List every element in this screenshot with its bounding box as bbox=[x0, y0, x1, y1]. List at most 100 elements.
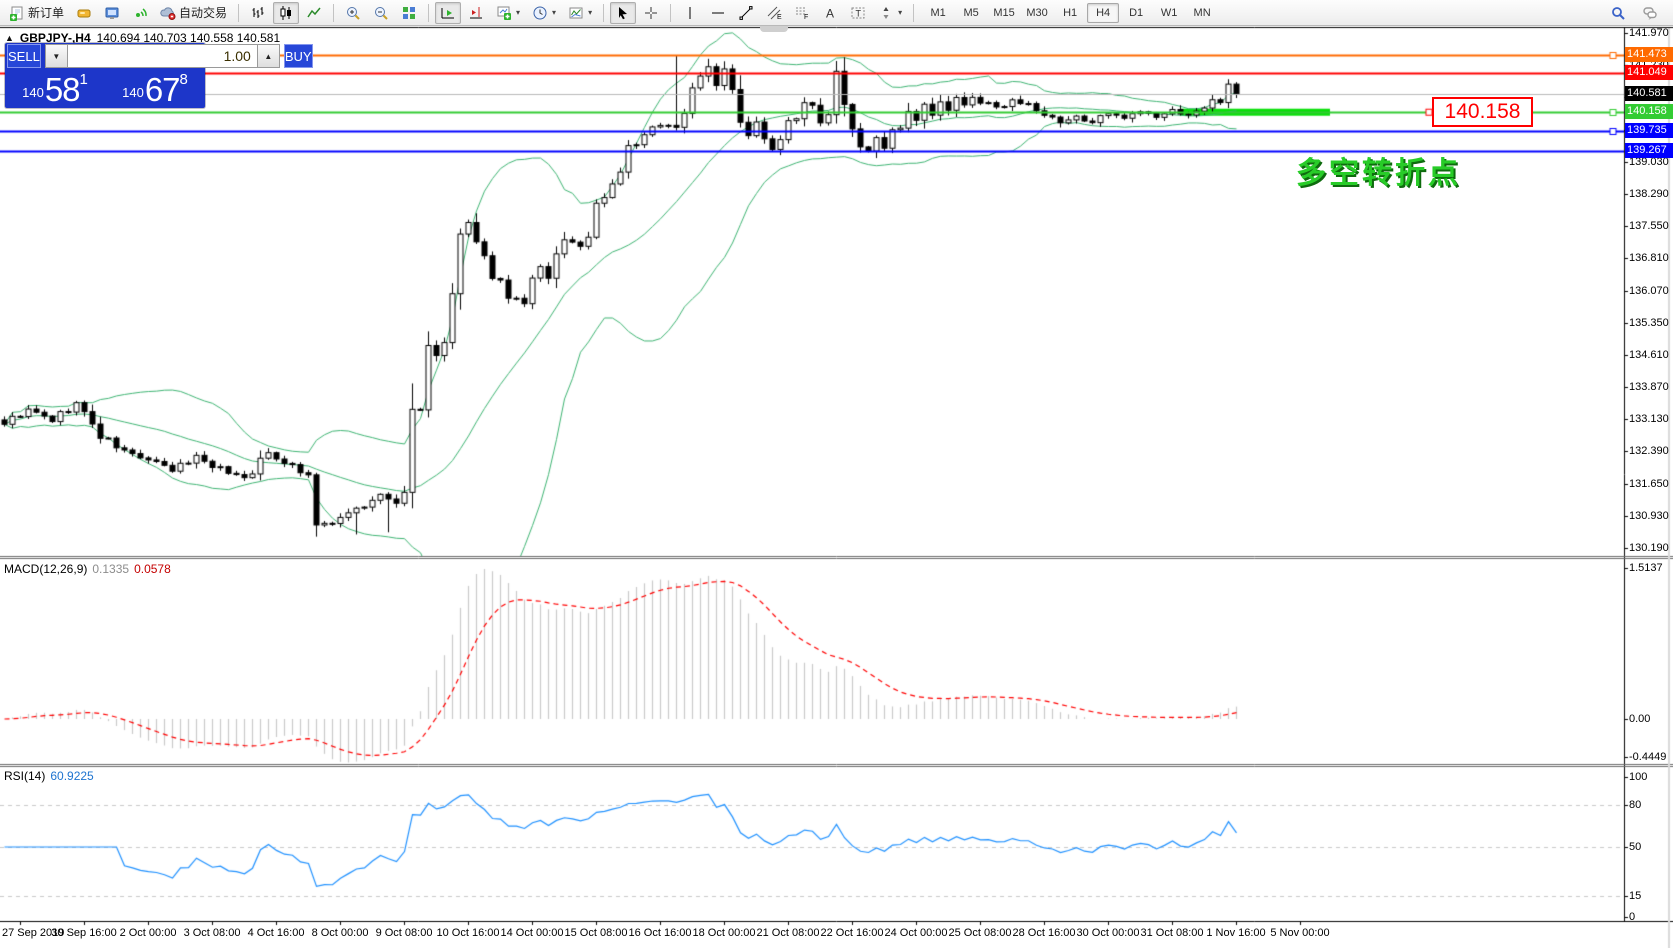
macd-name: MACD(12,26,9) bbox=[4, 562, 88, 576]
chart-window: ▲ GBPJPY-,H4 140.694 140.703 140.558 140… bbox=[0, 26, 1673, 948]
vertical-line-button[interactable] bbox=[677, 2, 703, 24]
timeframe-m15[interactable]: M15 bbox=[993, 6, 1015, 19]
toolbar-separator bbox=[238, 3, 240, 22]
trendline-button[interactable] bbox=[733, 2, 759, 24]
rsi-axis-label: 50 bbox=[1629, 841, 1642, 853]
buy-button[interactable]: BUY bbox=[283, 44, 313, 68]
signals-button[interactable] bbox=[127, 2, 153, 24]
zoom-in-button[interactable] bbox=[340, 2, 366, 24]
rsi-label: RSI(14) 60.9225 bbox=[4, 769, 94, 783]
fibonacci-button[interactable]: F bbox=[789, 2, 815, 24]
text-button[interactable]: A bbox=[817, 2, 843, 24]
tile-windows-icon bbox=[401, 5, 417, 21]
time-axis-label: 3 Oct 08:00 bbox=[183, 927, 241, 939]
periods-button[interactable]: ▾ bbox=[527, 2, 561, 24]
chart-shift-button[interactable] bbox=[463, 2, 489, 24]
text-label-button[interactable]: T bbox=[845, 2, 871, 24]
volume-input[interactable] bbox=[67, 44, 257, 68]
volume-decrease-button[interactable]: ▼ bbox=[44, 44, 68, 68]
dropdown-caret-icon: ▾ bbox=[588, 8, 593, 17]
market-button[interactable] bbox=[71, 2, 97, 24]
zoom-out-button[interactable] bbox=[368, 2, 394, 24]
price-flag: 140.158 bbox=[1625, 104, 1673, 120]
auto-scroll-icon bbox=[440, 5, 456, 21]
timeframe-m1[interactable]: M1 bbox=[930, 6, 946, 19]
crosshair-icon bbox=[643, 5, 659, 21]
toolbar-separator bbox=[333, 3, 335, 22]
time-axis-label: 14 Oct 00:00 bbox=[500, 927, 564, 939]
templates-icon bbox=[568, 5, 584, 21]
chart-plot-area[interactable] bbox=[0, 26, 1673, 948]
annotation-text[interactable]: 多空转折点 bbox=[1296, 157, 1461, 190]
timeframe-m30[interactable]: M30 bbox=[1026, 6, 1048, 19]
text-label-icon: T bbox=[850, 5, 866, 21]
price-tick-label: 130.930 bbox=[1629, 509, 1669, 522]
timeframe-m5[interactable]: M5 bbox=[963, 6, 979, 19]
one-click-top-row: SELL ▼ ▲ BUY bbox=[5, 43, 313, 68]
candlestick-chart-button[interactable] bbox=[273, 1, 300, 24]
sell-price[interactable]: 140 58 1 bbox=[7, 70, 103, 106]
macd-axis-label: 1.5137 bbox=[1629, 562, 1663, 574]
cursor-button[interactable] bbox=[610, 1, 637, 24]
time-axis-label: 10 Oct 16:00 bbox=[436, 927, 500, 939]
timeframe-h1[interactable]: H1 bbox=[1063, 6, 1078, 19]
collapse-arrow-icon[interactable]: ▲ bbox=[5, 33, 14, 43]
timeframe-mn[interactable]: MN bbox=[1193, 6, 1211, 19]
rsi-value: 60.9225 bbox=[50, 769, 94, 783]
templates-button[interactable]: ▾ bbox=[563, 2, 597, 24]
arrows-button[interactable]: ▾ bbox=[873, 2, 907, 24]
search-button[interactable] bbox=[1605, 2, 1631, 24]
buy-price-prefix: 140 bbox=[122, 85, 144, 100]
chart-title: ▲ GBPJPY-,H4 140.694 140.703 140.558 140… bbox=[5, 31, 280, 45]
price-tick-label: 131.650 bbox=[1629, 477, 1669, 490]
sell-price-sup: 1 bbox=[79, 71, 88, 88]
dropdown-caret-icon: ▾ bbox=[516, 8, 521, 17]
toolbar-right-group bbox=[1605, 2, 1663, 24]
timeframe-d1[interactable]: D1 bbox=[1129, 6, 1144, 19]
line-chart-icon bbox=[306, 5, 322, 21]
tile-windows-button[interactable] bbox=[396, 2, 422, 24]
chat-icon bbox=[1642, 5, 1658, 21]
candlestick-chart-icon bbox=[278, 5, 294, 21]
chat-button[interactable] bbox=[1637, 2, 1663, 24]
window-splitter-handle[interactable] bbox=[760, 26, 788, 32]
price-flag: 141.473 bbox=[1625, 46, 1673, 62]
time-axis-label: 2 Oct 00:00 bbox=[119, 927, 177, 939]
price-tick-label: 136.070 bbox=[1629, 284, 1669, 297]
crosshair-button[interactable] bbox=[638, 2, 664, 24]
one-click-panel: SELL ▼ ▲ BUY 140 58 1 140 67 8 bbox=[5, 43, 313, 108]
price-tick-label: 132.390 bbox=[1629, 445, 1669, 458]
time-axis-label: 1 Nov 16:00 bbox=[1206, 927, 1266, 939]
time-axis-label: 5 Nov 00:00 bbox=[1270, 927, 1330, 939]
timeframe-w1[interactable]: W1 bbox=[1160, 6, 1178, 19]
timeframe-h4[interactable]: H4 bbox=[1087, 2, 1120, 23]
price-tick-label: 134.610 bbox=[1629, 348, 1669, 361]
community-button[interactable] bbox=[99, 2, 125, 24]
auto-trading-button[interactable]: 自动交易 bbox=[155, 2, 232, 24]
time-axis-label: 21 Oct 08:00 bbox=[756, 927, 820, 939]
equidistant-channel-button[interactable]: E bbox=[761, 2, 787, 24]
ohlc-values: 140.694 140.703 140.558 140.581 bbox=[96, 31, 281, 45]
price-callout-box[interactable]: 140.158 bbox=[1432, 97, 1533, 127]
auto-scroll-button[interactable] bbox=[435, 1, 462, 24]
new-order-button[interactable]: 新订单 bbox=[4, 2, 69, 24]
time-axis-label: 22 Oct 16:00 bbox=[820, 927, 884, 939]
time-axis-label: 4 Oct 16:00 bbox=[247, 927, 305, 939]
cursor-icon bbox=[615, 5, 631, 21]
chart-shift-icon bbox=[468, 5, 484, 21]
price-flag: 141.049 bbox=[1625, 65, 1673, 81]
buy-price[interactable]: 140 67 8 bbox=[107, 70, 203, 106]
zoom-out-icon bbox=[373, 5, 389, 21]
price-flag: 139.267 bbox=[1625, 143, 1673, 159]
bar-chart-button[interactable] bbox=[245, 2, 271, 24]
price-tick-label: 135.350 bbox=[1629, 316, 1669, 329]
horizontal-line-button[interactable] bbox=[705, 2, 731, 24]
rsi-axis-label: 80 bbox=[1629, 799, 1642, 811]
line-chart-button[interactable] bbox=[301, 2, 327, 24]
new-chart-button[interactable]: ▾ bbox=[491, 2, 525, 24]
horizontal-line-icon bbox=[710, 5, 726, 21]
volume-increase-button[interactable]: ▲ bbox=[256, 44, 280, 68]
sell-button[interactable]: SELL bbox=[7, 44, 41, 68]
new-order-label: 新订单 bbox=[28, 6, 65, 20]
zoom-in-icon bbox=[345, 5, 361, 21]
